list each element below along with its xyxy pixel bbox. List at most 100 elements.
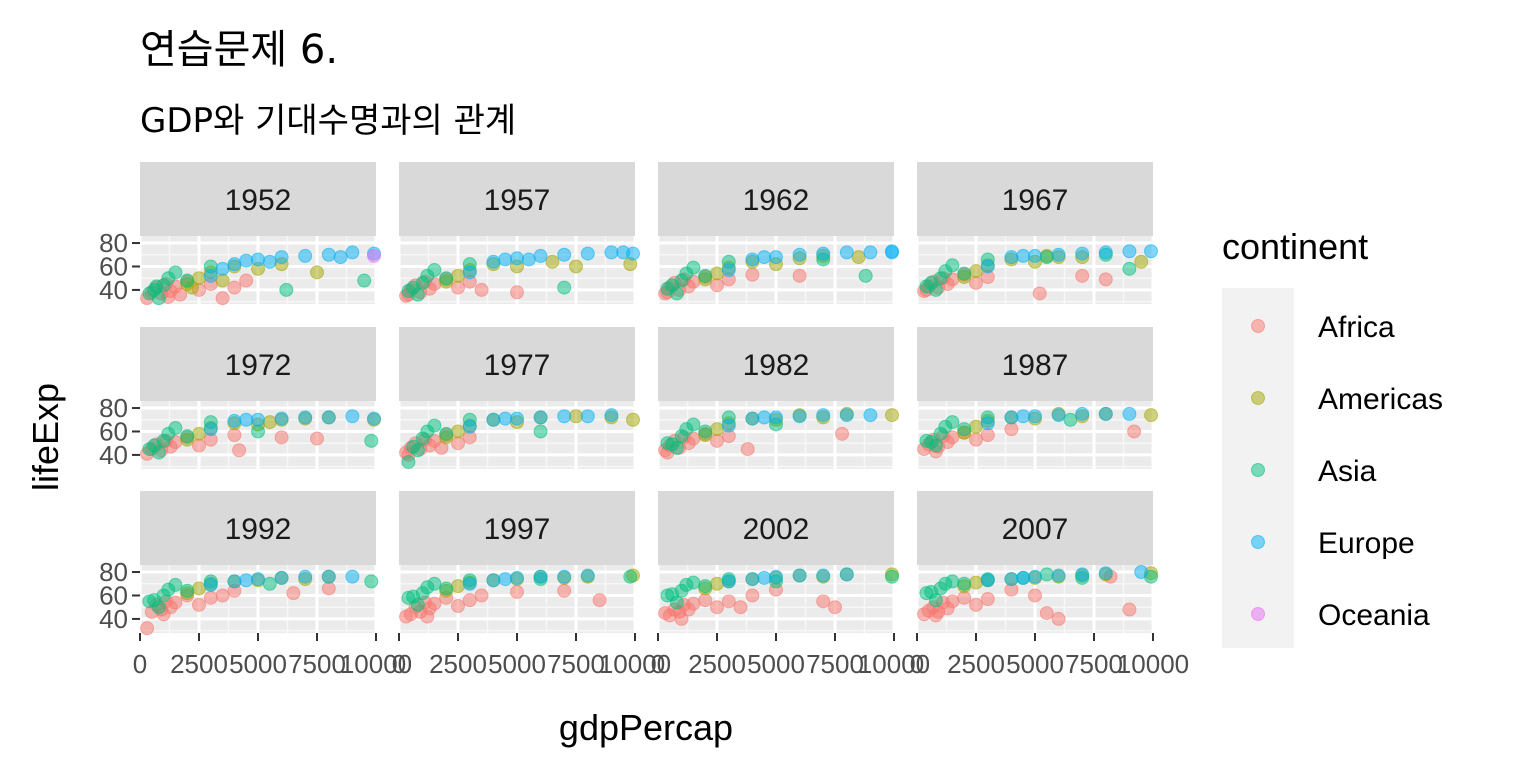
data-point-africa (1039, 606, 1054, 621)
x-tick-label: 10000 (1117, 649, 1189, 679)
data-point-europe (367, 411, 381, 426)
data-point-europe (1028, 248, 1042, 263)
data-point-europe (839, 567, 854, 582)
legend-item-americas: Americas (1251, 383, 1443, 416)
x-tick-label: 5000 (229, 649, 287, 679)
x-tick-label: 0 (651, 649, 665, 679)
data-point-europe (533, 410, 548, 425)
data-point-africa (740, 442, 755, 457)
facet-panel-1992: 1992 (138, 491, 379, 636)
data-point-europe (215, 261, 230, 276)
data-point-europe (251, 412, 265, 427)
data-point-europe (1051, 568, 1066, 583)
data-point-asia (180, 583, 195, 598)
legend-swatch (1251, 319, 1265, 333)
data-point-europe (757, 570, 772, 585)
data-point-europe (274, 250, 289, 265)
data-point-africa (710, 600, 724, 615)
legend-swatch (1251, 535, 1265, 549)
data-point-oceania (367, 248, 381, 263)
data-point-europe (580, 409, 595, 424)
data-point-africa (674, 611, 689, 626)
legend-label: Oceania (1318, 599, 1430, 632)
data-point-europe (498, 572, 513, 587)
data-point-africa (945, 594, 960, 609)
data-point-asia (410, 287, 425, 302)
x-tick-label: 2500 (170, 649, 228, 679)
data-point-europe (1051, 408, 1066, 423)
x-tick-label: 7500 (547, 649, 605, 679)
y-tick-label: 40 (99, 604, 128, 634)
data-point-europe (816, 408, 831, 423)
strip-background (658, 162, 894, 236)
legend-swatch (1251, 391, 1265, 405)
data-point-europe (1122, 244, 1137, 259)
data-point-asia (364, 574, 379, 589)
strip-label: 1982 (743, 349, 810, 382)
data-point-asia (1039, 250, 1054, 265)
data-point-asia (686, 260, 701, 275)
data-point-asia (945, 574, 960, 589)
data-point-europe (604, 245, 619, 260)
data-point-europe (1098, 566, 1113, 581)
data-point-africa (321, 581, 336, 596)
x-tick-label: 10000 (599, 649, 671, 679)
data-point-europe (721, 418, 736, 433)
data-point-asia (180, 273, 195, 288)
data-point-europe (980, 573, 995, 588)
data-point-asia (686, 575, 701, 590)
data-point-africa (510, 285, 524, 300)
data-point-americas (969, 419, 983, 434)
strip-background (140, 327, 376, 401)
data-point-africa (957, 590, 972, 605)
data-point-europe (345, 409, 360, 424)
data-point-asia (151, 291, 166, 306)
strip-label: 1997 (484, 513, 551, 546)
data-point-europe (203, 268, 218, 283)
strip-background (917, 162, 1153, 236)
data-point-europe (321, 569, 336, 584)
data-point-europe (1004, 572, 1019, 587)
data-point-africa (286, 586, 301, 601)
data-point-europe (239, 573, 254, 588)
data-point-europe (769, 410, 783, 425)
x-tick-label: 7500 (1065, 649, 1123, 679)
data-point-asia (858, 268, 873, 283)
data-point-europe (521, 252, 536, 267)
data-point-asia (533, 424, 548, 439)
data-point-asia (364, 433, 379, 448)
data-point-africa (835, 426, 850, 441)
data-point-europe (557, 409, 572, 424)
strip-label: 1977 (484, 349, 551, 382)
data-point-europe (1004, 410, 1019, 425)
data-point-asia (557, 280, 572, 295)
data-point-africa (792, 268, 807, 283)
data-point-africa (227, 428, 242, 442)
data-point-europe (1051, 247, 1066, 262)
data-point-asia (928, 438, 943, 453)
x-tick-label: 10000 (858, 649, 930, 679)
data-point-asia (957, 576, 972, 591)
data-point-africa (710, 433, 724, 448)
data-point-europe (745, 411, 760, 426)
data-point-africa (816, 594, 831, 609)
data-point-africa (1075, 268, 1090, 283)
data-point-europe (345, 569, 360, 584)
legend-label: Americas (1318, 383, 1443, 416)
x-tick-label: 5000 (747, 649, 805, 679)
data-point-africa (557, 583, 572, 598)
data-point-africa (427, 596, 442, 611)
data-point-africa (192, 438, 206, 453)
data-point-africa (710, 278, 724, 293)
data-point-africa (420, 609, 435, 624)
legend-label: Asia (1318, 455, 1377, 488)
data-point-africa (698, 593, 713, 608)
data-point-americas (451, 579, 465, 594)
chart-title: 연습문제 6. (140, 27, 338, 73)
data-point-europe (227, 574, 242, 589)
data-point-africa (686, 596, 701, 611)
legend-swatch (1251, 463, 1265, 477)
